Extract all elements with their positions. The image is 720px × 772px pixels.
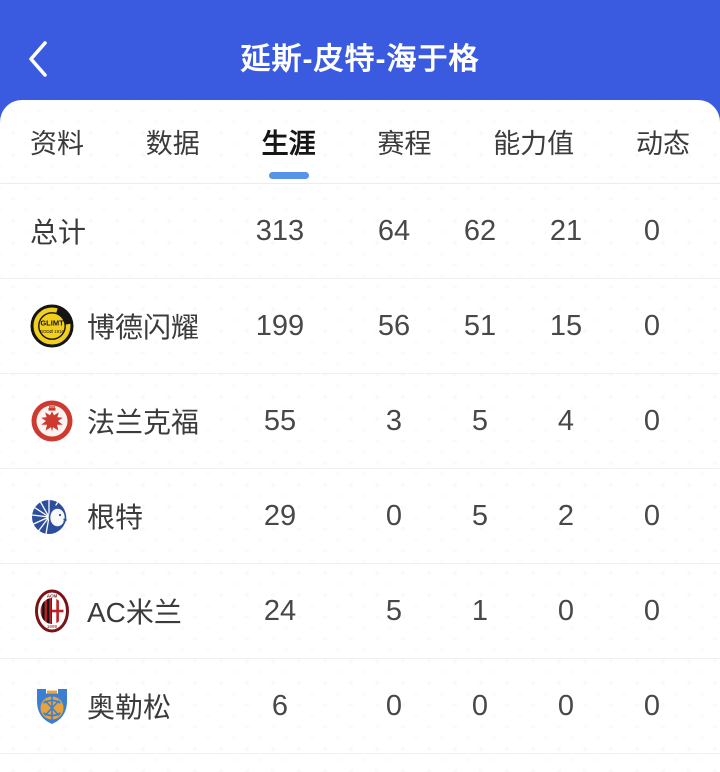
stat-assists: 62 bbox=[463, 214, 497, 247]
header: 延斯-皮特-海于格 bbox=[0, 0, 720, 100]
tab-label: 资料 bbox=[30, 129, 84, 159]
stat-goals: 56 bbox=[377, 309, 411, 342]
stat-goals: 0 bbox=[385, 689, 403, 722]
club-cell: 奥勒松 bbox=[30, 684, 237, 728]
tab-label: 赛程 bbox=[377, 129, 432, 159]
stat-yellow-cards: 0 bbox=[557, 594, 575, 627]
stat-red-cards: 0 bbox=[643, 499, 661, 532]
club-cell: 根特 bbox=[30, 494, 237, 538]
tab-schedule[interactable]: 赛程 bbox=[377, 100, 431, 183]
tab-ability[interactable]: 能力值 bbox=[493, 100, 574, 183]
career-row-frankfurt[interactable]: 法兰克福 55 3 5 4 0 bbox=[0, 374, 720, 469]
eintracht-frankfurt-logo-icon bbox=[30, 399, 74, 443]
club-cell: 法兰克福 bbox=[30, 399, 237, 443]
stat-yellow-cards: 4 bbox=[557, 404, 575, 437]
club-cell: ACM 1899 AC米兰 bbox=[30, 589, 237, 633]
stat-yellow-cards: 2 bbox=[557, 499, 575, 532]
career-row-ac-milan[interactable]: ACM 1899 AC米兰 24 5 1 0 0 bbox=[0, 564, 720, 659]
club-cell: GLIMT BODØ 1916 博德闪耀 bbox=[30, 304, 237, 348]
tab-profile[interactable]: 资料 bbox=[30, 100, 84, 183]
stat-goals: 3 bbox=[385, 404, 403, 437]
stat-goals: 5 bbox=[385, 594, 403, 627]
career-row-gent[interactable]: 根特 29 0 5 2 0 bbox=[0, 469, 720, 564]
club-name: 法兰克福 bbox=[87, 407, 200, 438]
stat-red-cards: 0 bbox=[643, 594, 661, 627]
stat-appearances: 6 bbox=[271, 689, 289, 722]
tab-label: 生涯 bbox=[261, 129, 316, 159]
stat-assists: 5 bbox=[471, 499, 489, 532]
svg-text:1899: 1899 bbox=[47, 624, 58, 629]
tab-career[interactable]: 生涯 bbox=[262, 100, 316, 183]
chevron-left-icon bbox=[26, 40, 50, 81]
career-row-total: 总计 313 64 62 21 0 bbox=[0, 184, 720, 279]
back-button[interactable] bbox=[20, 38, 56, 82]
tab-label: 动态 bbox=[635, 129, 690, 159]
tab-bar: 资料 数据 生涯 赛程 能力值 动态 bbox=[0, 100, 720, 184]
svg-text:BODØ 1916: BODØ 1916 bbox=[40, 329, 64, 334]
stat-appearances: 24 bbox=[263, 594, 297, 627]
aalesund-logo-icon bbox=[30, 684, 74, 728]
stat-yellow-cards: 0 bbox=[557, 689, 575, 722]
stat-red-cards: 0 bbox=[643, 214, 661, 247]
bodo-glimt-logo-icon: GLIMT BODØ 1916 bbox=[30, 304, 74, 348]
stat-appearances: 55 bbox=[263, 404, 297, 437]
tab-data[interactable]: 数据 bbox=[146, 100, 200, 183]
stat-assists: 5 bbox=[471, 404, 489, 437]
page-title: 延斯-皮特-海于格 bbox=[240, 43, 480, 76]
stat-assists: 51 bbox=[463, 309, 497, 342]
svg-text:ACM: ACM bbox=[47, 594, 58, 599]
content-card: 资料 数据 生涯 赛程 能力值 动态 总计 313 64 62 bbox=[0, 100, 720, 772]
club-name: 总计 bbox=[30, 217, 87, 248]
stat-appearances: 313 bbox=[255, 214, 305, 247]
club-name: 奥勒松 bbox=[87, 692, 172, 723]
stat-goals: 0 bbox=[385, 499, 403, 532]
stat-appearances: 29 bbox=[263, 499, 297, 532]
stat-assists: 0 bbox=[471, 689, 489, 722]
stat-yellow-cards: 15 bbox=[549, 309, 583, 342]
active-tab-indicator bbox=[268, 172, 309, 179]
tab-label: 数据 bbox=[145, 129, 200, 159]
stat-goals: 64 bbox=[377, 214, 411, 247]
gent-logo-icon bbox=[30, 494, 74, 538]
club-name: 根特 bbox=[87, 502, 144, 533]
stat-assists: 1 bbox=[471, 594, 489, 627]
svg-text:GLIMT: GLIMT bbox=[40, 319, 64, 328]
tab-news[interactable]: 动态 bbox=[636, 100, 690, 183]
ac-milan-logo-icon: ACM 1899 bbox=[30, 589, 74, 633]
stat-yellow-cards: 21 bbox=[549, 214, 583, 247]
career-row-aalesund[interactable]: 奥勒松 6 0 0 0 0 bbox=[0, 659, 720, 754]
stat-red-cards: 0 bbox=[643, 309, 661, 342]
club-name: AC米兰 bbox=[87, 597, 182, 628]
career-row-bodo-glimt[interactable]: GLIMT BODØ 1916 博德闪耀 199 56 51 15 0 bbox=[0, 279, 720, 374]
stat-appearances: 199 bbox=[255, 309, 305, 342]
stat-red-cards: 0 bbox=[643, 404, 661, 437]
club-cell: 总计 bbox=[30, 211, 237, 251]
tab-label: 能力值 bbox=[493, 129, 575, 159]
club-name: 博德闪耀 bbox=[87, 312, 200, 343]
stat-red-cards: 0 bbox=[643, 689, 661, 722]
